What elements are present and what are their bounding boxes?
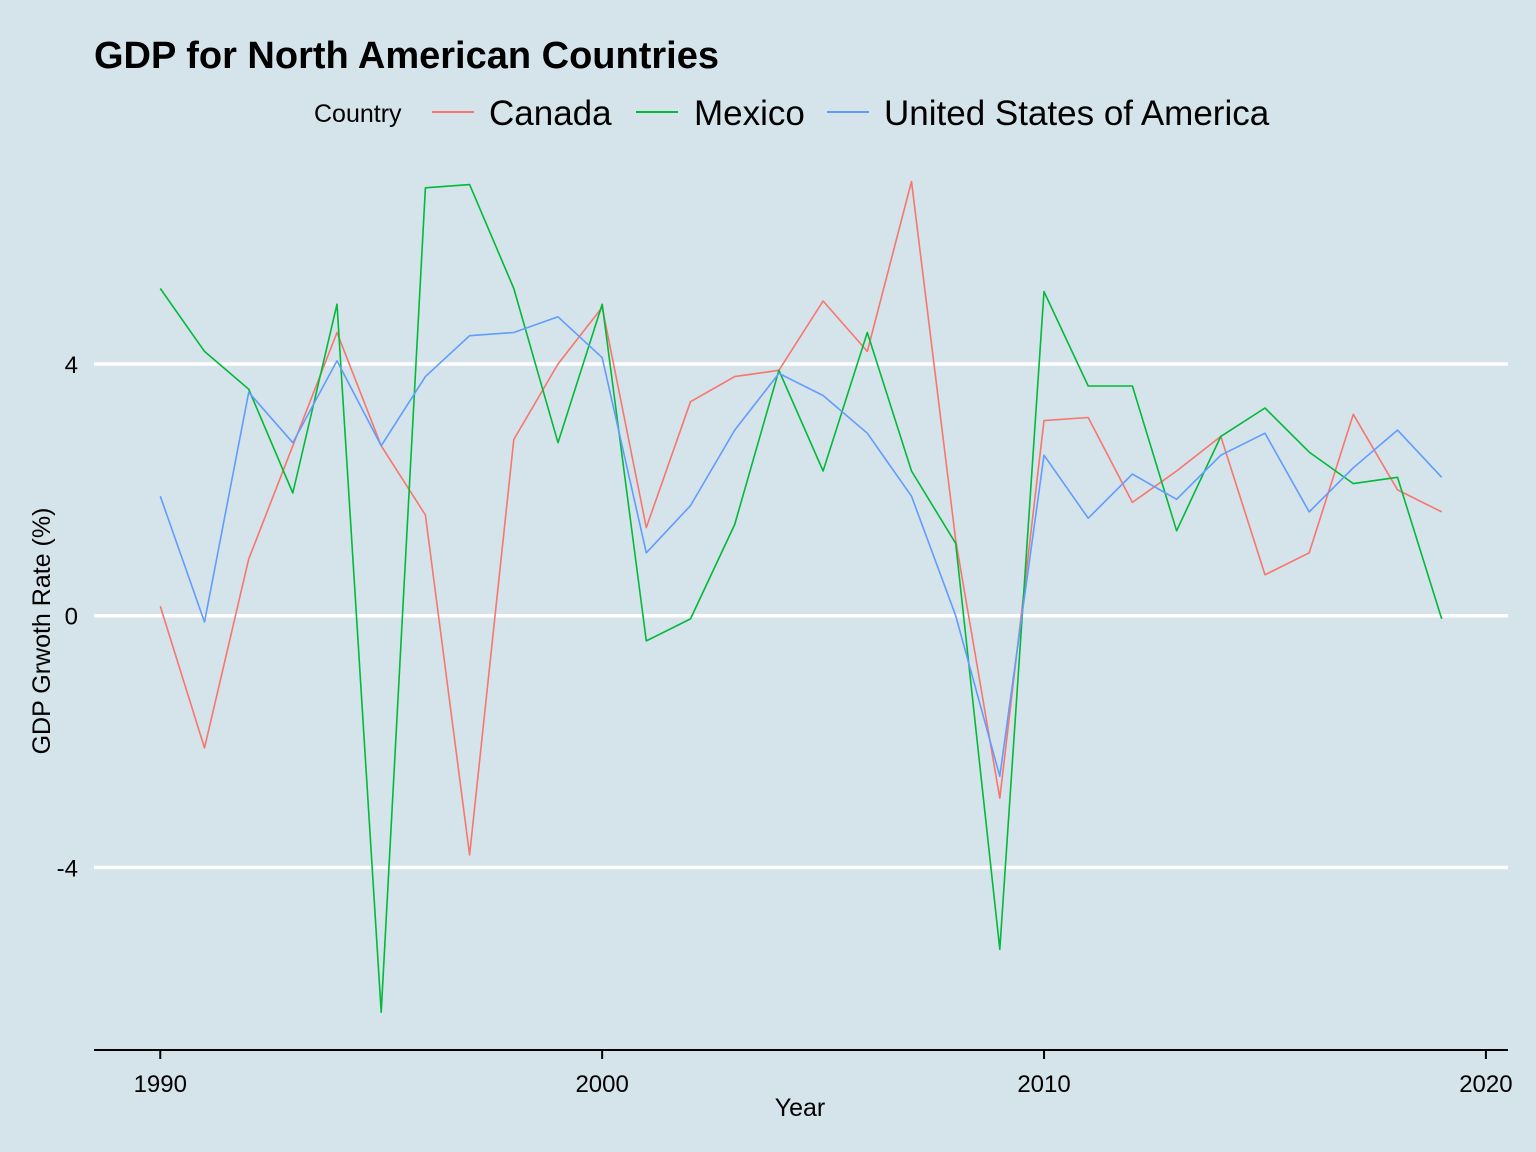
x-tick-label: 2010 <box>1017 1071 1070 1098</box>
y-tick-label: -4 <box>57 855 78 882</box>
series-line-canada <box>159 180 1443 856</box>
y-axis-title: GDP Grwoth Rate (%) <box>28 508 56 755</box>
legend-title: Country <box>314 100 402 128</box>
x-tick-label: 2000 <box>575 1071 628 1098</box>
legend-label-mexico: Mexico <box>694 94 805 133</box>
legend-label-canada: Canada <box>489 94 612 133</box>
legend: Country Canada Mexico United States of A… <box>314 94 1270 133</box>
legend-label-usa: United States of America <box>884 94 1270 133</box>
legend-entry-canada: Canada <box>432 94 612 133</box>
series-line-united-states-of-america <box>159 315 1443 778</box>
series-line-mexico <box>159 183 1443 1014</box>
y-tick-label: 4 <box>65 352 78 379</box>
x-axis-title: Year <box>775 1094 826 1122</box>
x-axis-ticks: 1990 2000 2010 2020 <box>134 1050 1513 1098</box>
series-lines <box>159 180 1443 1014</box>
gridlines <box>94 362 1508 870</box>
chart-title: GDP for North American Countries <box>94 35 719 77</box>
x-tick-label: 1990 <box>134 1071 187 1098</box>
legend-entry-usa: United States of America <box>827 94 1270 133</box>
legend-entry-mexico: Mexico <box>636 94 805 133</box>
x-tick-label: 2020 <box>1459 1071 1512 1098</box>
y-axis-ticks: 4 0 -4 <box>57 352 78 882</box>
y-tick-label: 0 <box>65 604 78 631</box>
